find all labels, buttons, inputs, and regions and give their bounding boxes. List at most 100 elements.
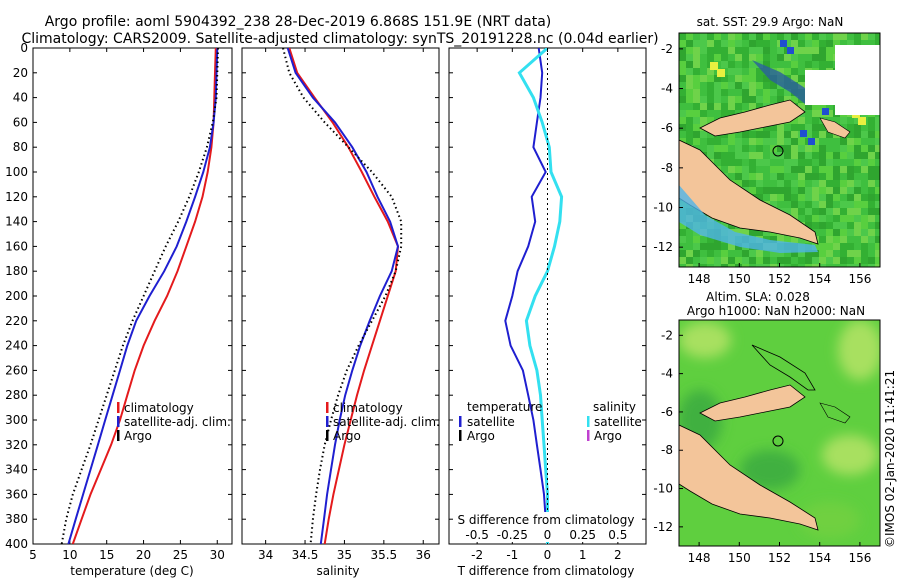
difference-axes [448,47,647,545]
salinity-xlabel: salinity [316,564,359,578]
map-lon-label: 150 [728,551,751,565]
map-lon-label: 152 [768,551,791,565]
depth-tick-label: 160 [5,239,28,253]
sal-diff-legend-title: salinity [593,400,636,414]
temp-legend-label-satellite: satellite [467,415,515,429]
depth-tick-label: 280 [5,388,28,402]
depth-tick-label: 140 [5,215,28,229]
title-line2: Climatology: CARS2009. Satellite-adjuste… [21,31,658,47]
x-tick-label: 36 [416,548,431,562]
x-tick-label: 34 [258,548,273,562]
x-tick-label: 35 [337,548,352,562]
sst-map-field [679,33,880,267]
land-newbritain [699,99,806,137]
map-lon-label: 156 [848,272,871,286]
salinity-panel: 34 34.5 35 35.5 36 salinity climatology sate… [241,47,440,578]
map-lat-label: -12 [653,520,673,534]
map-lon-label: 156 [848,551,871,565]
sla-map-field [679,320,880,546]
map-lon-label: 154 [808,272,831,286]
map-lat-label: -10 [653,201,673,215]
x-tick-label: 0 [544,548,552,562]
x-tick-label: -1 [506,548,518,562]
sla-map-title-line2: Argo h1000: NaN h2000: NaN [687,304,865,318]
s-tick-label: 0.25 [569,528,596,542]
x-tick-label: 1 [579,548,587,562]
temperature-legend: climatology satellite-adj. clim. Argo [117,401,231,443]
sst-map-title: sat. SST: 29.9 Argo: NaN [697,15,844,29]
x-tick-label: 5 [29,548,37,562]
map-lon-label: 148 [688,551,711,565]
legend-swatch-climatology [117,402,120,413]
sla-map: Altim. SLA: 0.028 Argo h1000: NaN h2000:… [653,290,881,565]
legend-swatch-satellite-adj [117,416,120,427]
x-tick-label: 10 [62,548,77,562]
legend-label-argo: Argo [124,429,152,443]
temp-legend-title: temperature [467,400,542,414]
x-tick-label: 15 [99,548,114,562]
series-argo [282,48,403,544]
depth-tick-label: 180 [5,264,28,278]
temp-legend-label-argo: Argo [467,429,495,443]
map-lon-label: 152 [768,272,791,286]
series-climatology [288,48,400,544]
map-lat-label: -4 [661,367,673,381]
map-lat-label: -6 [661,121,673,135]
t-difference-label: T difference from climatology [457,564,635,578]
map-lat-label: -2 [661,42,673,56]
sla-land-newguinea [679,424,819,531]
salinity-legend: climatology satellite-adj. clim. Argo [326,401,440,443]
series-temperature-satellite [504,48,549,544]
sal-legend-label-satellite-adj: satellite-adj. clim. [333,415,440,429]
temperature-axes [32,47,233,545]
sal-legend-swatch-satellite-adj [326,416,329,427]
map-lon-label: 148 [688,272,711,286]
sst-map: sat. SST: 29.9 Argo: NaN 148 150 152 154 156… [653,15,881,286]
legend-swatch-argo [117,430,120,441]
series-argo [60,48,219,544]
s-axis-label-backdrop [453,512,641,542]
map-lat-label: -4 [661,82,673,96]
map-lat-label: -10 [653,482,673,496]
x-tick-label: 34.5 [292,548,319,562]
map-lat-label: -8 [661,161,673,175]
s-tick-label: 0.5 [608,528,627,542]
depth-tick-label: 220 [5,314,28,328]
x-tick-label: 30 [210,548,225,562]
s-tick-label: -0.5 [465,528,488,542]
map-lon-label: 154 [808,551,831,565]
legend-label-satellite-adj: satellite-adj. clim. [124,415,231,429]
title-line1: Argo profile: aoml 5904392_238 28-Dec-20… [45,14,552,30]
depth-tick-label: 340 [5,463,28,477]
sla-land-bougainville [819,402,851,424]
depth-tick-label: 380 [5,512,28,526]
depth-tick-label: 320 [5,438,28,452]
depth-tick-label: 100 [5,165,28,179]
x-tick-label: -2 [471,548,483,562]
depth-tick-label: 20 [13,66,28,80]
sal-legend-label-argo: Argo [333,429,361,443]
temp-legend-swatch-argo [459,430,462,441]
x-tick-label: 2 [614,548,622,562]
depth-tick-label: 120 [5,190,28,204]
map-lat-label: -6 [661,405,673,419]
depth-tick-label: 300 [5,413,28,427]
series-satellite-adj-clim- [286,48,400,544]
temp-legend-swatch-satellite [459,416,462,427]
sal-legend-swatch-climatology [326,402,329,413]
shelf-water [679,185,818,253]
s-difference-label: S difference from climatology [458,513,635,527]
sla-land-newbritain [699,384,806,422]
depth-tick-label: 60 [13,115,28,129]
sal-diff-legend-label-satellite: satellite [594,415,642,429]
temperature-xlabel: temperature (deg C) [70,564,193,578]
difference-legend-salinity: salinity satellite Argo [587,400,642,443]
sal-diff-legend-swatch-argo [587,430,590,441]
map-lat-label: -2 [661,328,673,342]
legend-label-climatology: climatology [124,401,194,415]
depth-tick-label: 360 [5,487,28,501]
series-salinity-satellite [517,48,564,544]
sla-land-newireland [751,344,816,391]
x-tick-label: 20 [136,548,151,562]
